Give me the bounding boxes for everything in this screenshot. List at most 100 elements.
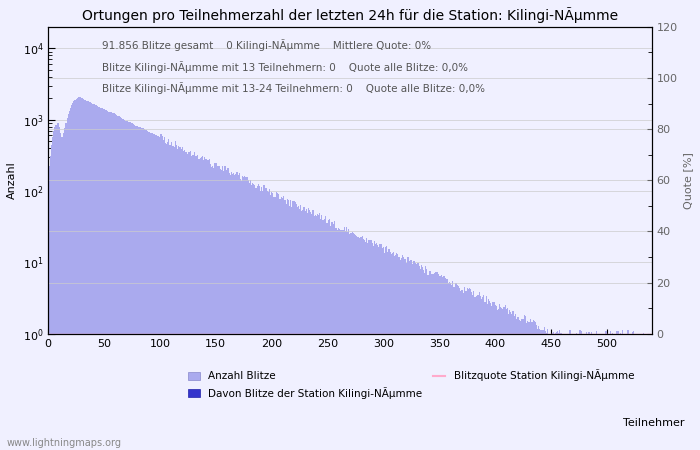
Bar xyxy=(482,297,484,450)
Bar xyxy=(140,127,141,450)
Bar xyxy=(248,183,250,450)
Bar xyxy=(252,184,253,450)
Bar xyxy=(137,126,138,450)
Bar xyxy=(72,103,74,450)
Bar xyxy=(497,310,498,450)
Bar xyxy=(539,329,540,450)
Bar xyxy=(312,210,314,450)
Bar xyxy=(261,187,262,450)
Bar xyxy=(287,199,288,450)
Bar xyxy=(76,99,77,450)
Bar xyxy=(190,156,192,450)
Bar xyxy=(456,285,458,450)
Bar xyxy=(338,228,339,450)
Bar xyxy=(198,159,200,450)
Bar xyxy=(461,290,462,450)
Bar xyxy=(511,314,512,450)
Bar xyxy=(462,290,463,450)
Bar xyxy=(146,130,147,450)
Y-axis label: Anzahl: Anzahl xyxy=(7,162,17,199)
Bar xyxy=(445,278,447,450)
Bar xyxy=(517,317,518,450)
Bar xyxy=(411,260,412,450)
Bar xyxy=(488,299,489,450)
Bar xyxy=(69,111,70,450)
Bar xyxy=(454,287,456,450)
Bar xyxy=(325,216,326,450)
Bar xyxy=(428,271,430,450)
Bar xyxy=(80,97,81,450)
Bar xyxy=(115,114,116,450)
Bar xyxy=(239,173,240,450)
Bar xyxy=(57,123,59,450)
Legend: Anzahl Blitze, Davon Blitze der Station Kilingi-NÃµmme, Blitzquote Station Kilin: Anzahl Blitze, Davon Blitze der Station … xyxy=(188,369,634,399)
Bar xyxy=(132,124,134,450)
Bar xyxy=(417,263,419,450)
Bar xyxy=(116,115,117,450)
Bar xyxy=(229,173,230,450)
Bar xyxy=(258,184,259,450)
Bar xyxy=(416,264,417,450)
Bar xyxy=(194,153,195,450)
Bar xyxy=(378,247,379,450)
Bar xyxy=(204,157,205,450)
Bar xyxy=(375,243,376,450)
Bar xyxy=(505,309,507,450)
Bar xyxy=(622,330,623,450)
Bar xyxy=(260,191,261,450)
Bar xyxy=(374,241,375,450)
Bar xyxy=(178,145,179,450)
Bar xyxy=(153,134,154,450)
Bar xyxy=(138,126,139,450)
Bar xyxy=(240,180,241,450)
Bar xyxy=(301,211,302,450)
Bar xyxy=(155,135,156,450)
Bar xyxy=(276,194,278,450)
Bar xyxy=(62,137,63,450)
Bar xyxy=(557,331,558,450)
Bar xyxy=(415,263,416,450)
Bar xyxy=(166,144,167,450)
Bar xyxy=(235,174,237,450)
Bar xyxy=(642,333,643,450)
Bar xyxy=(226,170,228,450)
Bar xyxy=(556,332,557,450)
Bar xyxy=(520,321,522,450)
Bar xyxy=(108,112,109,450)
Bar xyxy=(215,163,216,450)
Bar xyxy=(111,112,113,450)
Bar xyxy=(544,327,545,450)
Bar xyxy=(496,306,497,450)
Bar xyxy=(412,264,413,450)
Bar xyxy=(403,257,404,450)
Bar xyxy=(136,126,137,450)
Bar xyxy=(340,230,342,450)
Bar xyxy=(118,116,119,450)
Bar xyxy=(407,257,409,450)
Text: Blitze Kilingi-NÃµmme mit 13-24 Teilnehmern: 0    Quote alle Blitze: 0,0%: Blitze Kilingi-NÃµmme mit 13-24 Teilnehm… xyxy=(102,82,486,94)
Bar xyxy=(508,314,509,450)
Bar xyxy=(87,101,88,450)
Bar xyxy=(555,333,556,450)
Bar xyxy=(430,274,432,450)
Bar xyxy=(64,128,66,450)
Bar xyxy=(584,334,585,450)
Bar xyxy=(164,137,165,450)
Bar xyxy=(554,334,555,450)
Bar xyxy=(218,166,220,450)
Bar xyxy=(404,259,405,450)
Bar xyxy=(89,102,90,450)
Bar xyxy=(410,261,411,450)
Bar xyxy=(649,334,650,450)
Bar xyxy=(467,288,468,450)
Bar xyxy=(605,330,606,450)
Bar xyxy=(328,220,329,450)
Bar xyxy=(321,215,323,450)
Bar xyxy=(122,119,124,450)
Bar xyxy=(583,334,584,450)
Bar xyxy=(440,276,441,450)
Bar xyxy=(310,212,312,450)
Bar xyxy=(175,141,176,450)
Bar xyxy=(281,197,282,450)
Bar xyxy=(538,326,539,450)
